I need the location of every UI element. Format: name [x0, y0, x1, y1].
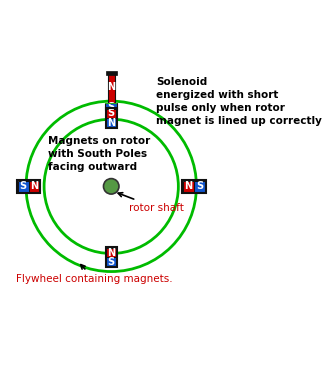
Bar	[108, 74, 114, 104]
Bar	[105, 103, 117, 104]
Text: N: N	[184, 181, 192, 192]
Bar	[106, 248, 116, 257]
Text: S: S	[108, 257, 115, 267]
Text: S: S	[108, 108, 115, 118]
Bar	[183, 181, 194, 192]
Bar	[194, 181, 205, 192]
Bar	[28, 181, 40, 192]
Text: N: N	[107, 118, 115, 128]
Text: Solenoid
energized with short
pulse only when rotor
magnet is lined up correctly: Solenoid energized with short pulse only…	[156, 77, 322, 126]
Bar	[106, 108, 117, 128]
Bar	[106, 247, 117, 267]
Text: S: S	[108, 101, 115, 111]
Text: N: N	[107, 82, 115, 92]
Bar	[106, 118, 116, 127]
Bar	[18, 181, 28, 192]
Bar	[106, 71, 117, 75]
Text: rotor shaft: rotor shaft	[118, 193, 184, 213]
Bar	[17, 180, 40, 193]
Bar	[106, 257, 116, 267]
Bar	[105, 103, 117, 110]
Text: Flywheel containing magnets.: Flywheel containing magnets.	[16, 265, 172, 284]
Text: Magnets on rotor
with South Poles
facing outward: Magnets on rotor with South Poles facing…	[48, 136, 150, 172]
Text: N: N	[30, 181, 38, 192]
Bar	[106, 109, 116, 118]
Text: N: N	[107, 248, 115, 258]
Text: S: S	[196, 181, 203, 192]
Circle shape	[103, 178, 119, 194]
Bar	[182, 180, 206, 193]
Text: S: S	[20, 181, 27, 192]
